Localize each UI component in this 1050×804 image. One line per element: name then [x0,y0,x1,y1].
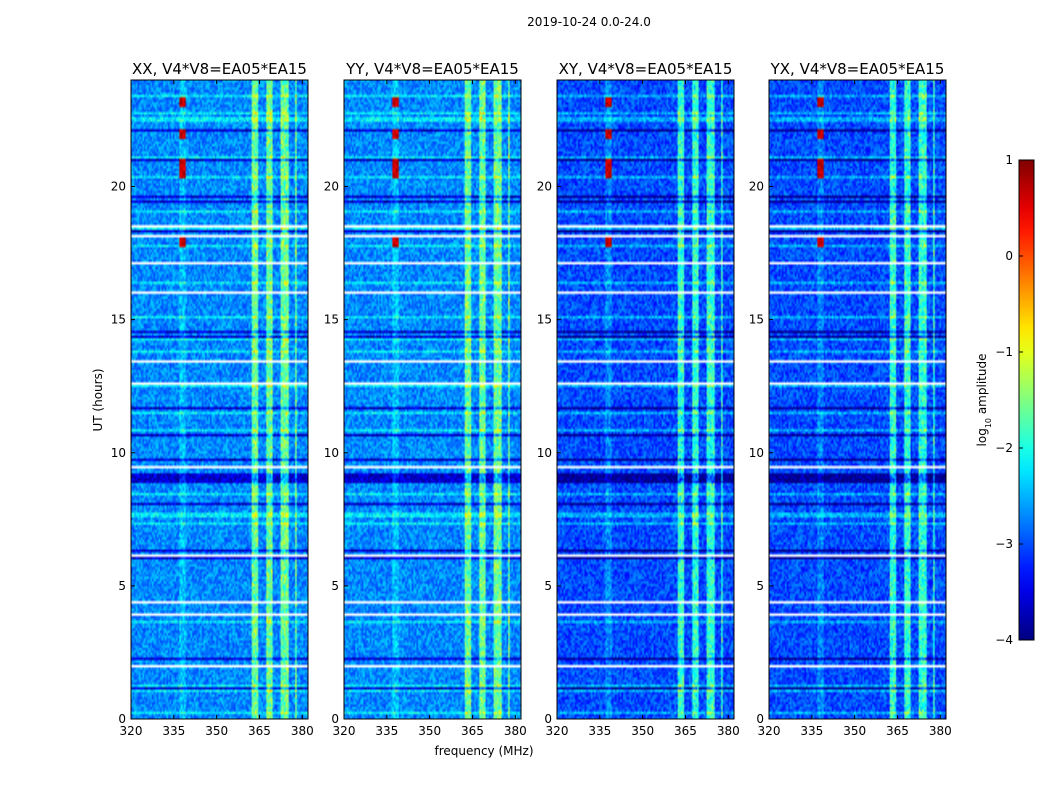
y-tick-label: 0 [756,712,764,726]
colorbar-label: log10 amplitude [975,354,993,447]
x-tick-label: 365 [674,724,697,738]
colorbar-tick-label: 1 [1005,153,1013,167]
y-tick-label: 20 [537,180,552,194]
heatmap-yy [344,80,521,719]
x-tick-label: 320 [120,724,143,738]
y-tick-label: 10 [324,446,339,460]
panel-frame [343,79,522,720]
y-tick-label: 20 [111,180,126,194]
x-tick-label: 320 [546,724,569,738]
x-tick-label: 380 [717,724,740,738]
x-tick-label: 350 [631,724,654,738]
y-tick-label: 5 [544,579,552,593]
y-tick-label: 15 [749,313,764,327]
y-tick-label: 0 [331,712,339,726]
y-tick-label: 5 [331,579,339,593]
x-tick-label: 380 [929,724,952,738]
y-tick-label: 0 [544,712,552,726]
panel-yy: YY, V4*V8=EA05*EA15 320 335 350 365 380 0 5 10 15… [324,60,527,738]
y-tick-label: 20 [749,180,764,194]
panel-yx: YX, V4*V8=EA05*EA15 320 335 350 365 380 0 5 10 15… [749,60,952,738]
panel-title: XX, V4*V8=EA05*EA15 [132,60,307,78]
panel-frame [556,79,735,720]
y-tick-label: 5 [118,579,126,593]
x-tick-label: 335 [162,724,185,738]
y-tick-label: 20 [324,180,339,194]
panel-title: YX, V4*V8=EA05*EA15 [770,60,945,78]
x-tick-label: 350 [418,724,441,738]
y-tick-label: 10 [749,446,764,460]
panel-frame [130,79,309,720]
x-tick-label: 320 [758,724,781,738]
y-tick-label: 15 [111,313,126,327]
colorbar-tick-label: −4 [995,633,1013,647]
x-tick-label: 335 [588,724,611,738]
x-axis-label: frequency (MHz) [434,744,533,758]
colorbar-tick-label: −1 [995,345,1013,359]
y-tick-label: 10 [111,446,126,460]
x-tick-label: 335 [800,724,823,738]
colorbar-tick-label: −3 [995,537,1013,551]
suptitle: 2019-10-24 0.0-24.0 [527,15,651,29]
colorbar: 1 0 −1 −2 −3 −4 log10 amplitude [975,153,1035,647]
x-tick-label: 365 [886,724,909,738]
x-tick-label: 350 [843,724,866,738]
y-tick-label: 10 [537,446,552,460]
panel-frame [768,79,947,720]
x-tick-label: 365 [248,724,271,738]
heatmap-yx [769,80,946,719]
y-tick-label: 5 [756,579,764,593]
x-tick-label: 320 [333,724,356,738]
y-axis-label: UT (hours) [91,368,105,431]
y-tick-label: 0 [118,712,126,726]
x-tick-label: 350 [205,724,228,738]
x-tick-label: 380 [291,724,314,738]
y-tick-label: 15 [324,313,339,327]
y-tick-label: 15 [537,313,552,327]
panel-title: XY, V4*V8=EA05*EA15 [559,60,733,78]
heatmap-xx [131,80,308,719]
panel-title: YY, V4*V8=EA05*EA15 [345,60,519,78]
panel-xx: XX, V4*V8=EA05*EA15 320 335 350 365 380 0 5 10 15… [111,60,314,738]
heatmap-xy [557,80,734,719]
x-tick-label: 335 [375,724,398,738]
x-tick-label: 365 [461,724,484,738]
colorbar-tick-label: 0 [1005,249,1013,263]
colorbar-tick-label: −2 [995,441,1013,455]
panel-xy: XY, V4*V8=EA05*EA15 320 335 350 365 380 0 5 10 15… [537,60,740,738]
x-tick-label: 380 [504,724,527,738]
colorbar-gradient [1018,159,1035,641]
